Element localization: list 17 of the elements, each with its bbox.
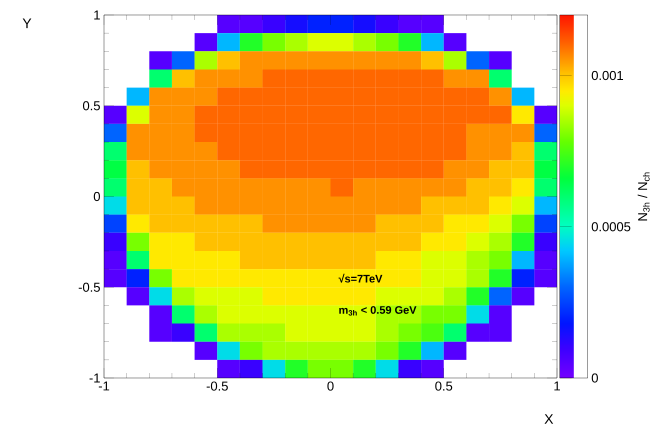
y-axis-title: Y <box>22 18 32 28</box>
annotation: m$_{3h}$ < 0.59 GeV <box>339 306 416 316</box>
color-bar-title: N$_{3h}$ / N$_{ch}$ <box>638 172 650 221</box>
x-tick-label: 0 <box>327 382 334 391</box>
x-tick-label: 1 <box>554 382 560 390</box>
x-tick-label: -0.5 <box>206 382 228 391</box>
annotation: √s=7TeV <box>338 274 382 283</box>
y-tick-label: 0 <box>94 192 100 202</box>
y-tick-label: 0.5 <box>82 101 100 110</box>
color-bar-label: 0 <box>592 373 598 383</box>
x-tick-label: 0.5 <box>435 382 452 391</box>
y-tick-label: -0.5 <box>78 282 100 292</box>
y-tick-label: -1 <box>90 374 100 382</box>
x-axis-title: X <box>544 414 554 424</box>
y-tick-label: 1 <box>94 10 100 20</box>
color-bar-label: 0.001 <box>592 70 624 80</box>
color-bar-label: 0.0005 <box>592 222 630 232</box>
